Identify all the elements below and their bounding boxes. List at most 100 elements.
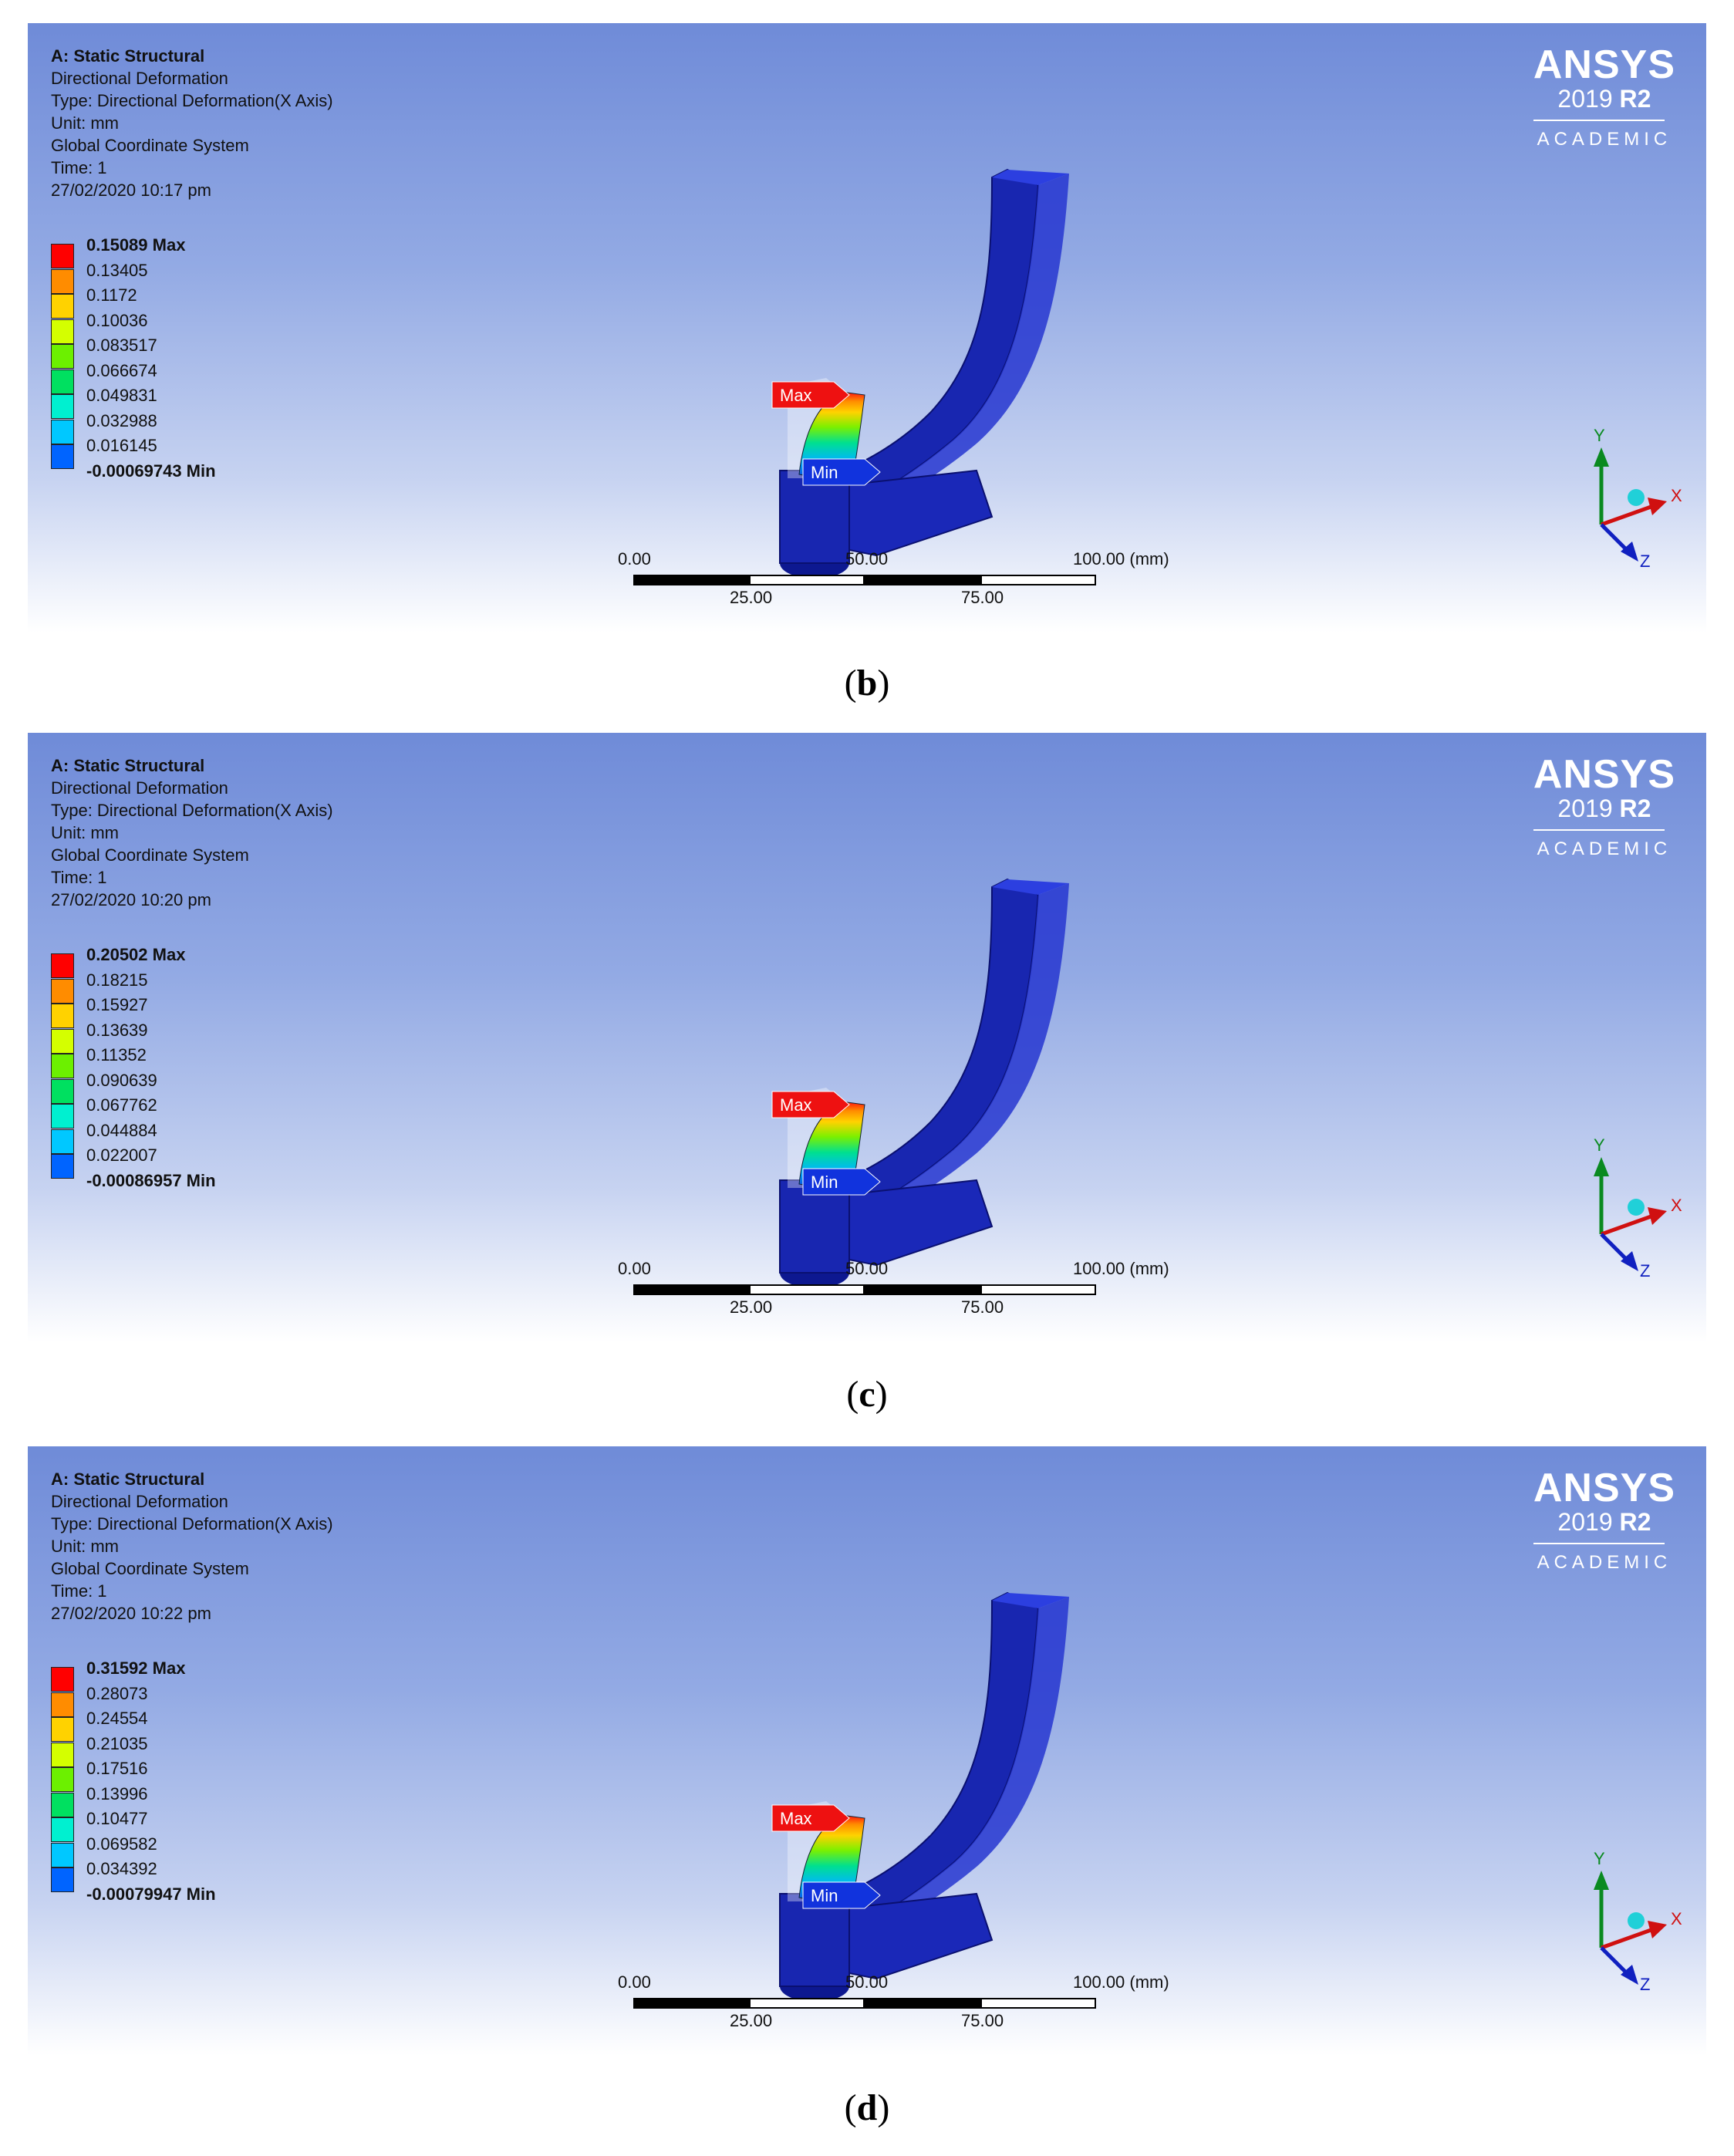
svg-text:Max: Max <box>780 386 812 405</box>
legend-value: -0.00079947 Min <box>86 1884 216 1904</box>
result-unit: Unit: mm <box>51 113 119 133</box>
legend-swatch <box>51 1817 74 1842</box>
result-time: Time: 1 <box>51 158 107 177</box>
legend-value: 0.044884 <box>86 1120 157 1140</box>
j-arm-side <box>845 883 1069 1234</box>
min-probe-tag: Min <box>802 458 881 486</box>
legend-swatch <box>51 1054 74 1078</box>
legend-value: 0.13405 <box>86 260 148 280</box>
svg-text:Min: Min <box>811 1886 838 1905</box>
axis-label-x: X <box>1671 486 1682 505</box>
legend-value: 0.11352 <box>86 1045 147 1065</box>
axis-label-y: Y <box>1594 1849 1605 1868</box>
legend-swatch <box>51 1842 74 1868</box>
max-probe-tag: Max <box>771 1804 850 1832</box>
scale-label-75: 75.00 <box>961 588 1004 607</box>
result-header: A: Static Structural Directional Deforma… <box>51 45 333 201</box>
legend-swatch <box>51 294 74 319</box>
legend-swatch <box>51 1104 74 1129</box>
max-probe-tag: Max <box>771 1091 850 1118</box>
scale-label-50: 50.00 <box>845 549 889 569</box>
legend-value: 0.15927 <box>86 995 148 1014</box>
legend-value: 0.069582 <box>86 1834 157 1854</box>
result-time: Time: 1 <box>51 868 107 887</box>
axis-triad[interactable]: Y X Z <box>1570 1134 1702 1288</box>
result-viewport-d[interactable]: Max Min A: Static Structural Directional … <box>28 1446 1706 2056</box>
legend-value: 0.10036 <box>86 310 148 330</box>
min-probe-tag: Min <box>802 1168 881 1196</box>
logo-name: ANSYS <box>1533 1466 1675 1510</box>
legend-swatch <box>51 394 74 419</box>
analysis-title: A: Static Structural <box>51 46 205 66</box>
scale-label-0: 0.00 <box>618 549 651 569</box>
legend-swatch <box>51 1028 74 1054</box>
logo-name: ANSYS <box>1533 42 1675 87</box>
legend-swatch <box>51 1129 74 1154</box>
legend-swatch <box>51 244 74 268</box>
base-cylinder <box>779 470 850 564</box>
scale-label-50: 50.00 <box>845 1259 889 1278</box>
legend-swatch <box>51 1742 74 1767</box>
axis-label-y: Y <box>1594 1135 1605 1155</box>
ansys-logo: ANSYS 2019 R2 ACADEMIC <box>1533 42 1675 150</box>
scale-label-0: 0.00 <box>618 1972 651 1992</box>
j-arm-side <box>845 174 1069 525</box>
result-header: A: Static Structural Directional Deforma… <box>51 1468 333 1625</box>
legend-value: 0.31592 Max <box>86 1658 186 1678</box>
scale-label-100: 100.00 (mm) <box>1073 549 1169 569</box>
axis-label-z: Z <box>1640 1261 1650 1280</box>
result-unit: Unit: mm <box>51 823 119 842</box>
legend-value: 0.022007 <box>86 1145 157 1165</box>
legend-swatch <box>51 1717 74 1742</box>
legend-swatch <box>51 1868 74 1892</box>
model-view[interactable]: Max Min <box>28 23 1706 633</box>
result-viewport-b[interactable]: Max Min A: Static Structural Directional … <box>28 23 1706 633</box>
result-type: Type: Directional Deformation(X Axis) <box>51 91 333 110</box>
model-view[interactable]: Max Min <box>28 1446 1706 2056</box>
min-probe-tag: Min <box>802 1881 881 1909</box>
result-timestamp: 27/02/2020 10:17 pm <box>51 181 211 200</box>
j-arm-side <box>845 1597 1069 1948</box>
logo-edition: ACADEMIC <box>1537 129 1672 150</box>
j-arm-top <box>992 170 1069 185</box>
ansys-logo: ANSYS 2019 R2 ACADEMIC <box>1533 751 1675 860</box>
legend-value: 0.10477 <box>86 1809 148 1828</box>
panel-caption: (c) <box>846 1374 888 1415</box>
model-view[interactable]: Max Min <box>28 733 1706 1342</box>
logo-version: 2019 R2 <box>1557 795 1651 822</box>
legend-value: 0.18215 <box>86 970 148 990</box>
axis-label-x: X <box>1671 1196 1682 1215</box>
axis-triad[interactable]: Y X Z <box>1570 424 1702 579</box>
legend-swatch <box>51 1767 74 1792</box>
legend-swatch <box>51 1792 74 1817</box>
result-timestamp: 27/02/2020 10:20 pm <box>51 890 211 909</box>
legend-swatch <box>51 1154 74 1179</box>
logo-name: ANSYS <box>1533 752 1675 797</box>
legend-value: 0.016145 <box>86 436 157 455</box>
scale-label-50: 50.00 <box>845 1972 889 1992</box>
axis-triad[interactable]: Y X Z <box>1570 1847 1702 2002</box>
result-header: A: Static Structural Directional Deforma… <box>51 754 333 911</box>
axis-label-x: X <box>1671 1909 1682 1928</box>
result-viewport-c[interactable]: Max Min A: Static Structural Directional … <box>28 733 1706 1342</box>
legend-value: 0.083517 <box>86 336 157 355</box>
result-timestamp: 27/02/2020 10:22 pm <box>51 1604 211 1623</box>
base-cylinder <box>779 1179 850 1274</box>
legend-value: 0.13996 <box>86 1783 148 1803</box>
logo-version: 2019 R2 <box>1557 1508 1651 1536</box>
result-time: Time: 1 <box>51 1581 107 1601</box>
result-type: Type: Directional Deformation(X Axis) <box>51 1514 333 1533</box>
svg-text:Max: Max <box>780 1809 812 1828</box>
legend-value: 0.20502 Max <box>86 945 186 964</box>
scale-label-25: 25.00 <box>730 1297 773 1317</box>
bracket-geometry <box>779 1591 1069 2002</box>
panel-caption: (b) <box>844 663 890 703</box>
coordinate-system: Global Coordinate System <box>51 136 249 155</box>
legend-value: 0.034392 <box>86 1859 157 1878</box>
logo-edition: ACADEMIC <box>1537 1552 1672 1573</box>
analysis-title: A: Static Structural <box>51 1469 205 1489</box>
legend-value: 0.1172 <box>86 285 137 305</box>
legend-swatch <box>51 444 74 469</box>
axis-label-z: Z <box>1640 552 1650 571</box>
legend-swatch <box>51 344 74 369</box>
